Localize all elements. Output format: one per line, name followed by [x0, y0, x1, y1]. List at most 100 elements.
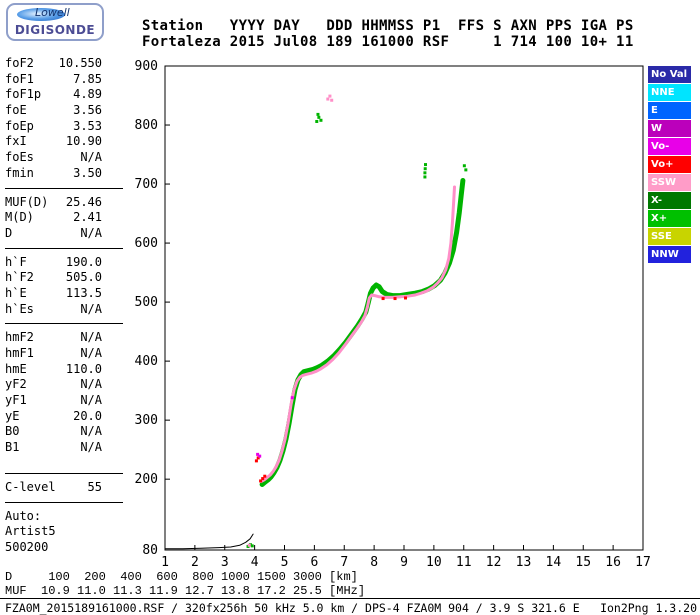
- series-spread-green-dots-dot: [319, 118, 323, 122]
- legend-sse: SSE: [648, 228, 691, 245]
- series-spread-green-dots-dot: [423, 171, 427, 175]
- x-tick-label: 2: [191, 555, 199, 570]
- param-hf2: h`F2 505.0: [5, 270, 102, 286]
- param-fof1: foF1 7.85: [5, 72, 102, 88]
- param-label: foF1p: [5, 87, 42, 102]
- ionogram-chart: 1 2 3 4 5 6 7 8 9 10 11 12 13 14 15 16 17900800700600500…: [135, 59, 651, 570]
- legend-w: W: [648, 120, 691, 137]
- param-label: h`F2: [5, 270, 34, 285]
- series-vo-minus-magenta-dots-dot: [258, 454, 262, 458]
- param-value: 505.0: [65, 270, 102, 285]
- param-label: B1: [5, 440, 20, 455]
- param-yf2: yF2 N/A: [5, 377, 102, 393]
- muf-row: MUF 10.9 11.0 11.3 11.9 12.7 13.8 17.2 2…: [5, 584, 366, 598]
- param-foe: foE 3.56: [5, 103, 102, 119]
- y-tick-label: 900: [135, 59, 158, 74]
- param-foes: foEs N/A: [5, 150, 102, 166]
- param-label: C-level: [5, 479, 56, 494]
- legend-x-: X-: [648, 192, 691, 209]
- legend-x+: X+: [648, 210, 691, 227]
- x-tick-label: 12: [486, 555, 502, 570]
- param-value: 7.85: [73, 71, 102, 86]
- param-label: 500200: [5, 539, 49, 554]
- legend-nne: NNE: [648, 84, 691, 101]
- param-value: N/A: [80, 330, 102, 345]
- series-spread-green-dots-dot: [423, 167, 427, 171]
- param-label: foF2: [5, 56, 34, 70]
- series-vo-plus-red-dots-dot: [256, 456, 260, 460]
- x-tick-label: 9: [400, 555, 408, 570]
- x-tick-label: 17: [635, 555, 651, 570]
- series-vo-plus-red-dots-dot: [403, 296, 407, 300]
- x-tick-label: 13: [516, 555, 532, 570]
- logo-brand: Lowell: [35, 6, 70, 19]
- series-spread-green-dots-dot: [464, 168, 468, 172]
- y-tick-label: 500: [135, 295, 158, 310]
- param-value: N/A: [80, 301, 102, 316]
- series-vo-plus-red-dots-dot: [261, 477, 265, 481]
- series-vo-plus-red-dots-dot: [393, 297, 397, 301]
- param-500200: 500200: [5, 540, 102, 556]
- x-tick-label: 16: [605, 555, 621, 570]
- x-tick-label: 7: [340, 555, 348, 570]
- series-o-mode-trace: [259, 185, 456, 483]
- param-value: 110.0: [65, 361, 102, 376]
- status-bar: FZA0M_2015189161000.RSF / 320fx256h 50 k…: [5, 601, 697, 615]
- status-divider: [0, 598, 700, 599]
- param-label: M(D): [5, 210, 34, 225]
- param-label: Auto:: [5, 508, 42, 523]
- x-tick-label: 11: [456, 555, 472, 570]
- param-label: foEs: [5, 150, 34, 165]
- param-value: N/A: [80, 424, 102, 439]
- param-md: M(D) 2.41: [5, 210, 102, 226]
- x-tick-label: 1: [161, 555, 169, 570]
- param-value: 20.0: [73, 408, 102, 423]
- series-spread-green-dots-dot: [424, 163, 428, 167]
- legend-vo+: Vo+: [648, 156, 691, 173]
- param-hes: h`Es N/A: [5, 302, 102, 318]
- param-label: foF1: [5, 71, 34, 86]
- param-value: N/A: [80, 346, 102, 360]
- param-fxi: fxI 10.90: [5, 134, 102, 150]
- param-mufd: MUF(D) 25.46: [5, 195, 102, 211]
- y-tick-label: 800: [135, 118, 158, 133]
- header-field-values: Fortaleza 2015 Jul08 189 161000 RSF 1 71…: [142, 34, 634, 50]
- param-label: foE: [5, 103, 27, 118]
- status-version: Ion2Png 1.3.20: [600, 601, 697, 615]
- param-value: 3.56: [73, 103, 102, 118]
- param-label: h`E: [5, 285, 27, 300]
- param-separator: [5, 501, 123, 503]
- param-label: hmF2: [5, 330, 34, 345]
- legend-vo-: Vo-: [648, 138, 691, 155]
- y-tick-label: 700: [135, 177, 158, 192]
- series-spread-green-dots-dot: [423, 175, 427, 179]
- param-b0: B0 N/A: [5, 424, 102, 440]
- param-label: hmE: [5, 361, 27, 376]
- logo-product: DIGISONDE: [14, 23, 96, 37]
- param-value: 10.550: [58, 56, 102, 70]
- legend-ssw: SSW: [648, 174, 691, 191]
- distance-row: D 100 200 400 600 800 1000 1500 3000 [km…: [5, 570, 358, 584]
- param-artist5: Artist5: [5, 524, 102, 540]
- param-value: 3.53: [73, 118, 102, 133]
- series-vo-minus-magenta-dots-dot: [290, 396, 294, 400]
- series-vo-plus-red-dots-dot: [263, 474, 267, 478]
- param-label: MUF(D): [5, 194, 49, 209]
- param-auto: Auto:: [5, 509, 102, 525]
- y-tick-label: 200: [135, 472, 158, 487]
- param-label: fxI: [5, 134, 27, 149]
- param-hf: h`F 190.0: [5, 255, 102, 271]
- legend-e: E: [648, 102, 691, 119]
- series-vo-plus-red-dots-dot: [254, 459, 258, 463]
- param-fmin: fmin 3.50: [5, 166, 102, 182]
- legend-nnw: NNW: [648, 246, 691, 263]
- param-separator: [5, 187, 123, 189]
- y-tick-label: 300: [135, 413, 158, 428]
- param-label: fmin: [5, 165, 34, 180]
- param-separator: [5, 472, 123, 474]
- series-spread-green-dots-dot: [317, 115, 321, 119]
- param-label: yF2: [5, 377, 27, 392]
- param-label: B0: [5, 424, 20, 439]
- param-separator: [5, 323, 123, 325]
- lowell-oval-icon: [17, 8, 65, 21]
